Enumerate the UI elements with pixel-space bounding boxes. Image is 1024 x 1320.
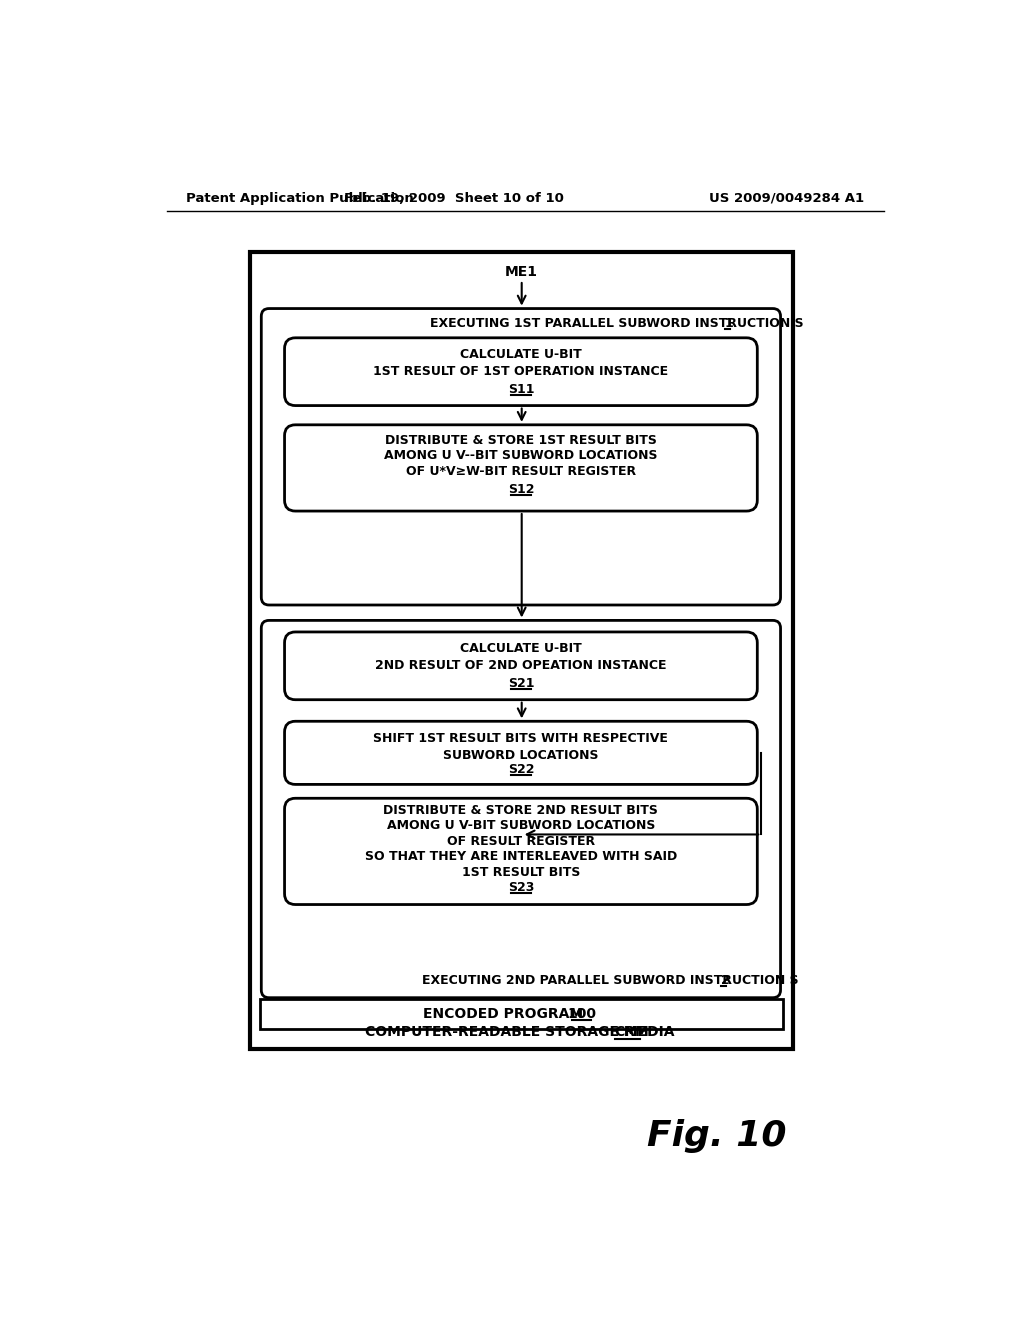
Text: OF U*V≥W-BIT RESULT REGISTER: OF U*V≥W-BIT RESULT REGISTER (406, 465, 636, 478)
Text: ME1: ME1 (505, 265, 539, 280)
FancyBboxPatch shape (285, 425, 758, 511)
FancyBboxPatch shape (285, 799, 758, 904)
Text: EXECUTING 2ND PARALLEL SUBWORD INSTRUCTION S: EXECUTING 2ND PARALLEL SUBWORD INSTRUCTI… (423, 974, 799, 987)
Text: 1: 1 (725, 317, 733, 330)
Text: AMONG U V--BIT SUBWORD LOCATIONS: AMONG U V--BIT SUBWORD LOCATIONS (384, 449, 657, 462)
Text: S11: S11 (508, 383, 535, 396)
FancyBboxPatch shape (285, 338, 758, 405)
Text: S22: S22 (508, 763, 535, 776)
Text: 1ST RESULT OF 1ST OPERATION INSTANCE: 1ST RESULT OF 1ST OPERATION INSTANCE (374, 366, 669, 379)
Text: CRM: CRM (614, 1026, 649, 1039)
FancyBboxPatch shape (285, 721, 758, 784)
Bar (251, 252, 793, 1049)
Text: S12: S12 (508, 483, 535, 496)
FancyBboxPatch shape (285, 632, 758, 700)
Text: 2ND RESULT OF 2ND OPEATION INSTANCE: 2ND RESULT OF 2ND OPEATION INSTANCE (375, 659, 667, 672)
Text: US 2009/0049284 A1: US 2009/0049284 A1 (710, 191, 864, 205)
Text: Feb. 19, 2009  Sheet 10 of 10: Feb. 19, 2009 Sheet 10 of 10 (344, 191, 563, 205)
Text: DISTRIBUTE & STORE 1ST RESULT BITS: DISTRIBUTE & STORE 1ST RESULT BITS (385, 434, 656, 446)
Text: 100: 100 (567, 1007, 596, 1020)
Text: 1ST RESULT BITS: 1ST RESULT BITS (462, 866, 581, 879)
Text: EXECUTING 1ST PARALLEL SUBWORD INSTRUCTION S: EXECUTING 1ST PARALLEL SUBWORD INSTRUCTI… (430, 317, 804, 330)
Text: SUBWORD LOCATIONS: SUBWORD LOCATIONS (443, 748, 599, 762)
Text: CALCULATE U-BIT: CALCULATE U-BIT (460, 643, 582, 656)
Text: ENCODED PROGRAM: ENCODED PROGRAM (423, 1007, 589, 1020)
Text: DISTRIBUTE & STORE 2ND RESULT BITS: DISTRIBUTE & STORE 2ND RESULT BITS (383, 804, 658, 817)
Text: CALCULATE U-BIT: CALCULATE U-BIT (460, 348, 582, 362)
Text: 2: 2 (721, 974, 730, 987)
Text: Patent Application Publication: Patent Application Publication (186, 191, 414, 205)
Text: SO THAT THEY ARE INTERLEAVED WITH SAID: SO THAT THEY ARE INTERLEAVED WITH SAID (365, 850, 677, 863)
Text: S21: S21 (508, 677, 535, 690)
Text: OF RESULT REGISTER: OF RESULT REGISTER (446, 834, 595, 847)
FancyBboxPatch shape (261, 309, 780, 605)
Text: COMPUTER-READABLE STORAGE MEDIA: COMPUTER-READABLE STORAGE MEDIA (365, 1026, 679, 1039)
Bar (260, 999, 783, 1028)
FancyBboxPatch shape (261, 620, 780, 998)
Text: SHIFT 1ST RESULT BITS WITH RESPECTIVE: SHIFT 1ST RESULT BITS WITH RESPECTIVE (374, 731, 669, 744)
Text: S23: S23 (508, 880, 535, 894)
Text: Fig. 10: Fig. 10 (647, 1119, 786, 1154)
Text: AMONG U V-BIT SUBWORD LOCATIONS: AMONG U V-BIT SUBWORD LOCATIONS (387, 820, 655, 833)
